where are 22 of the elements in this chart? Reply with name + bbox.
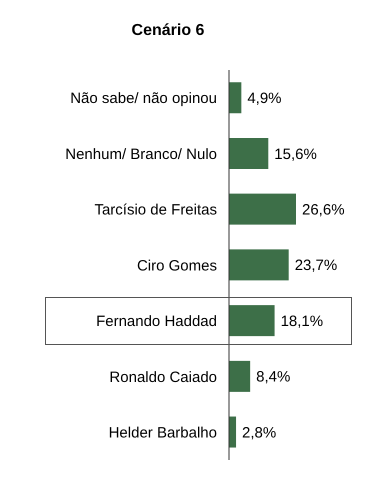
data-label: 15,6% (274, 146, 317, 163)
data-label: 8,4% (256, 368, 290, 386)
data-label: 4,9% (247, 90, 282, 108)
bar (229, 138, 268, 169)
bar (229, 249, 289, 280)
y-tick-label: Não sabe/ não opinou (70, 90, 217, 108)
bar (229, 82, 242, 114)
bar (229, 305, 275, 336)
data-label: 26,6% (302, 202, 345, 219)
bar (229, 194, 296, 225)
y-tick-label: Ciro Gomes (136, 257, 217, 274)
y-tick-label: Nenhum/ Branco/ Nulo (65, 146, 217, 163)
data-label: 23,7% (294, 257, 338, 274)
bar (229, 360, 250, 392)
data-label: 18,1% (280, 312, 324, 330)
chart-title: Cenário 6 (130, 22, 206, 40)
bar (229, 416, 236, 448)
data-label: 2,8% (242, 424, 276, 442)
y-tick-label: Ronaldo Caiado (109, 368, 217, 386)
y-tick-label: Tarcísio de Freitas (94, 202, 217, 219)
y-tick-label: Fernando Haddad (96, 313, 217, 330)
y-tick-label: Helder Barbalho (108, 424, 217, 442)
